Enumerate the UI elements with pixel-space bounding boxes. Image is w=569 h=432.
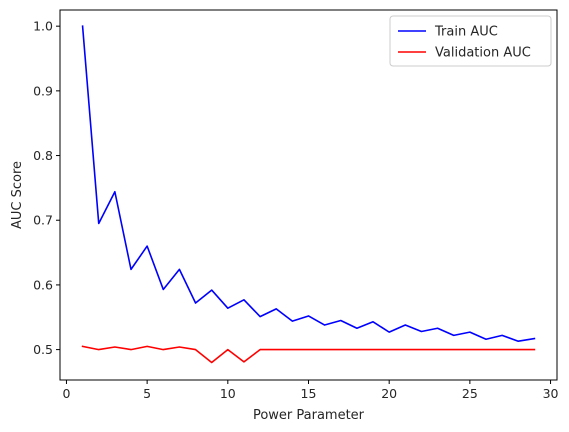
y-axis-ticks: 0.5 0.6 0.7 0.8 0.9 1.0 [33,19,60,357]
series-line-0 [81,25,536,342]
x-tick-label: 10 [220,386,236,401]
x-tick-label: 0 [62,386,70,401]
x-tick-label: 25 [462,386,478,401]
legend-entry-0: Train AUC [434,25,498,40]
y-axis-label: AUC Score [10,161,25,229]
y-tick-label: 0.8 [33,148,53,163]
y-tick-label: 1.0 [33,19,53,34]
x-tick-label: 20 [381,386,397,401]
series-layer [81,25,536,364]
y-tick-label: 0.9 [33,83,53,98]
x-tick-label: 5 [143,386,151,401]
y-tick-label: 0.6 [33,277,53,292]
y-tick-label: 0.5 [33,342,53,357]
x-tick-label: 30 [543,386,559,401]
legend-box [389,15,552,67]
x-axis-label: Power Parameter [253,408,365,423]
series-line-1 [81,345,536,364]
x-tick-label: 15 [301,386,317,401]
legend: Train AUC Validation AUC [389,15,552,67]
y-tick-label: 0.7 [33,213,53,228]
x-axis-ticks: 0 5 10 15 20 25 30 [62,380,559,401]
legend-entry-1: Validation AUC [435,46,531,61]
